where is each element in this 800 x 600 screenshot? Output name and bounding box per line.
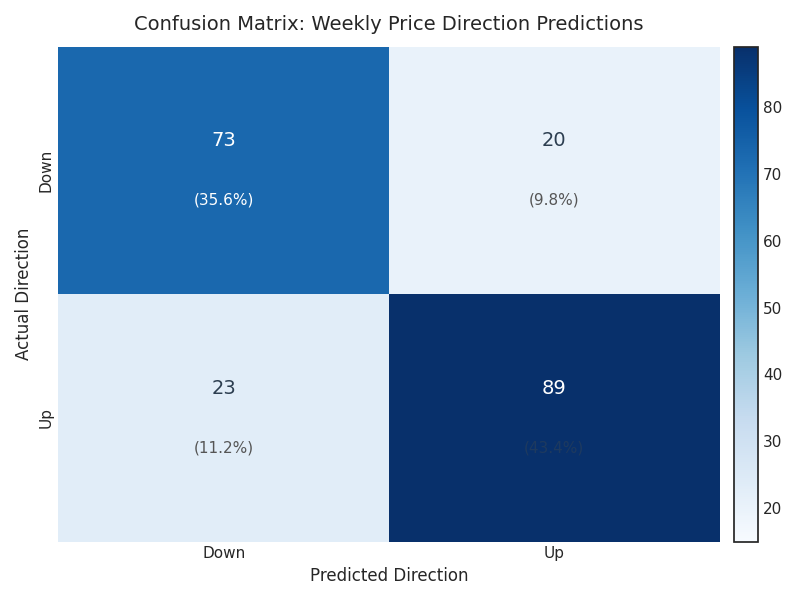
Y-axis label: Actual Direction: Actual Direction xyxy=(15,228,33,361)
Title: Confusion Matrix: Weekly Price Direction Predictions: Confusion Matrix: Weekly Price Direction… xyxy=(134,15,644,34)
Text: 20: 20 xyxy=(542,131,566,150)
Text: (43.4%): (43.4%) xyxy=(524,440,584,455)
Text: 89: 89 xyxy=(542,379,566,398)
Text: (35.6%): (35.6%) xyxy=(194,193,254,208)
Text: 73: 73 xyxy=(211,131,236,150)
Text: 23: 23 xyxy=(211,379,236,398)
X-axis label: Predicted Direction: Predicted Direction xyxy=(310,567,468,585)
Text: (11.2%): (11.2%) xyxy=(194,440,254,455)
Text: (9.8%): (9.8%) xyxy=(529,193,579,208)
